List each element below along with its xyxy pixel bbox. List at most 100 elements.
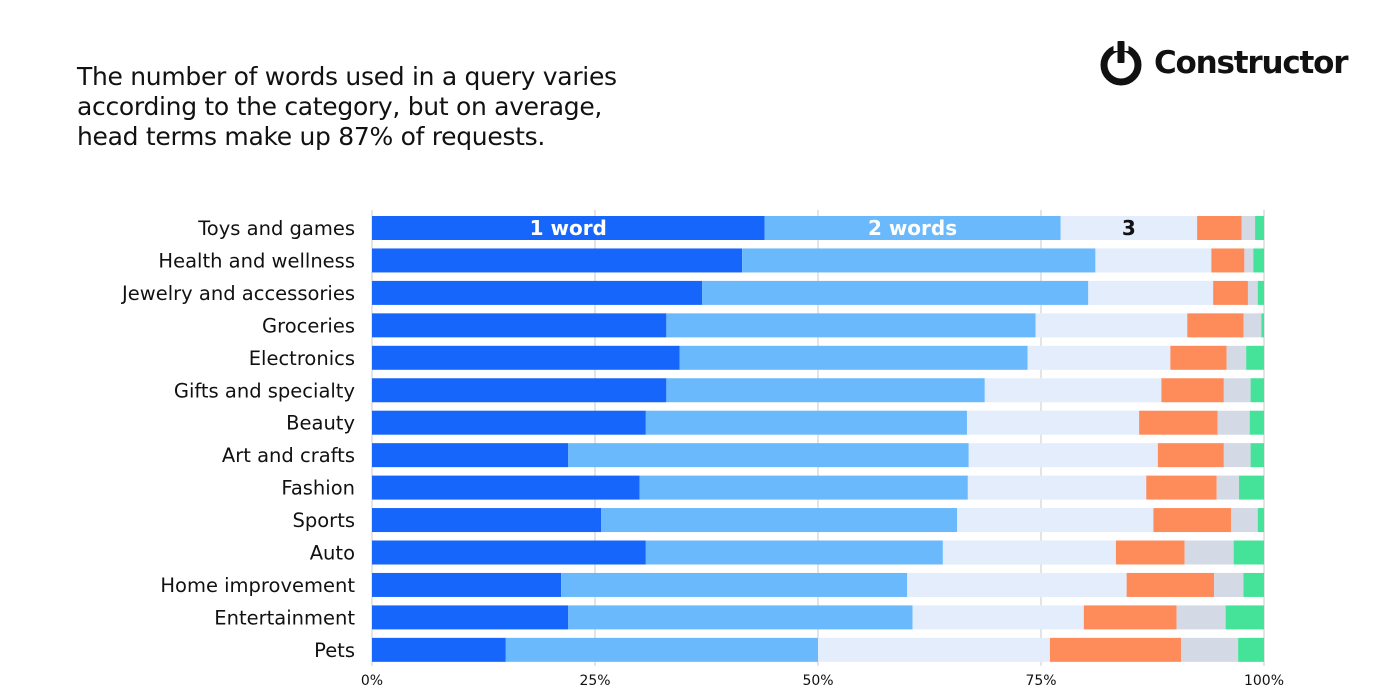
bar-segment: [912, 605, 1084, 630]
bar-segment: [1060, 216, 1198, 240]
bar-segment: [742, 248, 1096, 273]
bar-segment: [372, 313, 667, 338]
segment-label: 2 words: [868, 216, 957, 240]
bar-segment: [1181, 637, 1239, 662]
bar-segment: [568, 605, 913, 630]
bar-segment: [372, 540, 646, 565]
power-icon: [1100, 41, 1142, 86]
bar-segment: [1225, 605, 1264, 630]
bar-segment: [1095, 248, 1212, 273]
bar-segment: [1249, 410, 1264, 435]
bar-segment: [818, 637, 1050, 662]
bar-segment: [1170, 345, 1227, 370]
bar-segment: [1214, 572, 1244, 597]
bar-segment: [372, 605, 569, 630]
bar-segment: [1157, 443, 1224, 468]
headline-line-2: according to the category, but on averag…: [77, 92, 603, 121]
bar-segment: [1246, 345, 1264, 370]
bar-segment: [505, 637, 818, 662]
bar-segment: [1139, 410, 1218, 435]
category-label: Entertainment: [214, 606, 355, 629]
category-label: Beauty: [286, 412, 355, 435]
bar-segment: [372, 345, 680, 370]
segment-label: 3: [1122, 216, 1136, 240]
bar-segment: [968, 443, 1158, 468]
bar-segment: [1255, 216, 1264, 240]
segment-labels: 1 word 2 words 3: [530, 216, 1136, 240]
bar-segment: [645, 540, 943, 565]
headline-line-3: head terms make up 87% of requests.: [77, 122, 546, 151]
category-label: Home improvement: [160, 574, 355, 597]
bar-segment: [372, 637, 506, 662]
bar-segment: [1197, 216, 1242, 240]
gridlines: [371, 210, 1265, 666]
segment-label: 1 word: [530, 216, 607, 240]
bar-segment: [1223, 443, 1251, 468]
bar-segment: [645, 410, 967, 435]
bar-segment: [372, 378, 667, 403]
bar-segment: [1211, 248, 1245, 273]
category-label: Toys and games: [197, 217, 355, 240]
bar-segment: [1176, 605, 1226, 630]
axis-tick-labels: 0% 25% 50% 75% 100%: [361, 673, 1284, 689]
bar-segment: [957, 508, 1154, 533]
headline: The number of words used in a query vari…: [77, 62, 717, 152]
bar-segment: [984, 378, 1162, 403]
bar-segment: [1216, 475, 1240, 500]
bar-segment: [1027, 345, 1171, 370]
bar-segment: [639, 475, 968, 500]
bar-segment: [372, 216, 765, 240]
bar-segment: [1243, 313, 1262, 338]
category-label: Art and crafts: [222, 444, 355, 467]
bar-segment: [1126, 572, 1215, 597]
bar-segment: [1223, 378, 1251, 403]
bar-segment: [1088, 280, 1214, 305]
bar-segment: [666, 378, 985, 403]
category-labels: Toys and games Health and wellness Jewelry…: [120, 217, 355, 662]
category-label: Fashion: [281, 477, 355, 500]
bar-segment: [1239, 475, 1264, 500]
x-tick-label: 25%: [579, 673, 610, 689]
x-tick-label: 75%: [1025, 673, 1056, 689]
bar-segment: [764, 216, 1061, 240]
bar-segment: [601, 508, 958, 533]
bar-segment: [1049, 637, 1182, 662]
bar-segment: [372, 248, 743, 273]
bar-segment: [942, 540, 1116, 565]
bar-segment: [372, 443, 569, 468]
bar-segment: [1250, 443, 1264, 468]
bar-segment: [967, 475, 1147, 500]
category-label: Auto: [310, 542, 355, 565]
bar-segment: [1161, 378, 1224, 403]
constructor-logo: Constructor: [1098, 38, 1349, 88]
category-label: Sports: [292, 509, 355, 532]
bar-segment: [1253, 248, 1264, 273]
bar-segment: [907, 572, 1127, 597]
bar-segment: [1230, 508, 1258, 533]
category-label: Groceries: [262, 314, 355, 337]
headline-line-1: The number of words used in a query vari…: [77, 62, 617, 91]
bar-segment: [568, 443, 969, 468]
bar-segment: [372, 410, 646, 435]
bar-segment: [372, 280, 703, 305]
bar-segment: [1213, 280, 1248, 305]
x-tick-label: 50%: [802, 673, 833, 689]
bar-segment: [561, 572, 908, 597]
bar-segment: [1243, 572, 1264, 597]
bar-segment: [1184, 540, 1234, 565]
bar-segment: [1261, 313, 1264, 338]
bar-segment: [1187, 313, 1244, 338]
bar-segment: [1146, 475, 1217, 500]
bar-segment: [1257, 280, 1264, 305]
bar-segment: [1247, 280, 1258, 305]
bar-segment: [1241, 216, 1256, 240]
bar-segment: [666, 313, 1036, 338]
bar-segment: [1226, 345, 1247, 370]
bar-segment: [1257, 508, 1264, 533]
logo-text: Constructor: [1154, 45, 1349, 81]
bar-segment: [372, 475, 640, 500]
bar-segment: [1083, 605, 1177, 630]
bar-segment: [372, 508, 602, 533]
bar-segment: [1153, 508, 1231, 533]
